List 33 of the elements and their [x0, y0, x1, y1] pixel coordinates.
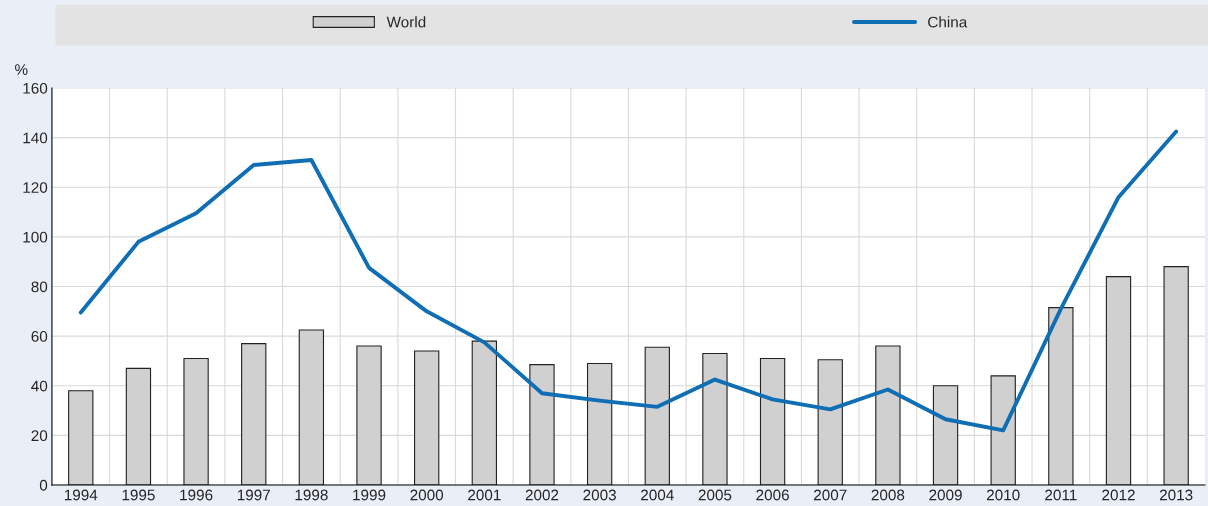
y-tick-label: 80: [31, 281, 48, 293]
y-tick-label: 120: [23, 182, 48, 193]
y-tick-label: 100: [23, 231, 48, 243]
y-tick-label: 20: [31, 430, 48, 442]
x-tick-label: 2001: [468, 489, 501, 501]
y-tick-label: 160: [23, 82, 48, 94]
x-tick-label: 2000: [410, 489, 444, 501]
x-tick-label: 2010: [986, 489, 1020, 501]
x-tick-label: 1994: [64, 489, 98, 501]
x-tick-label: 2009: [929, 489, 962, 501]
x-tick-label: 1995: [122, 489, 155, 501]
legend-label: World: [386, 16, 426, 28]
x-tick-label: 1998: [295, 489, 328, 501]
x-tick-label: 2012: [1102, 489, 1135, 501]
y-tick-label: 60: [31, 331, 48, 342]
x-tick-label: 2004: [641, 489, 674, 501]
x-tick-label: 2003: [583, 489, 616, 501]
y-tick-label: 140: [23, 132, 48, 144]
y-axis-title: %: [15, 64, 28, 75]
x-tick-label: 2011: [1045, 489, 1077, 501]
x-tick-label: 2007: [814, 489, 847, 501]
x-tick-label: 1996: [180, 489, 213, 501]
line-series: [78, 129, 1179, 433]
x-tick-label: 2005: [698, 489, 732, 501]
x-tick-label: 2008: [871, 489, 905, 501]
legend-label: China: [928, 16, 968, 28]
y-tick-label: 0: [39, 479, 48, 491]
x-tick-label: 2013: [1159, 489, 1193, 501]
x-tick-label: 1997: [237, 489, 270, 501]
x-tick-label: 2002: [525, 489, 559, 501]
x-tick-label: 2006: [756, 489, 789, 501]
x-tick-label: 1999: [353, 489, 386, 501]
y-tick-label: 40: [31, 380, 48, 392]
